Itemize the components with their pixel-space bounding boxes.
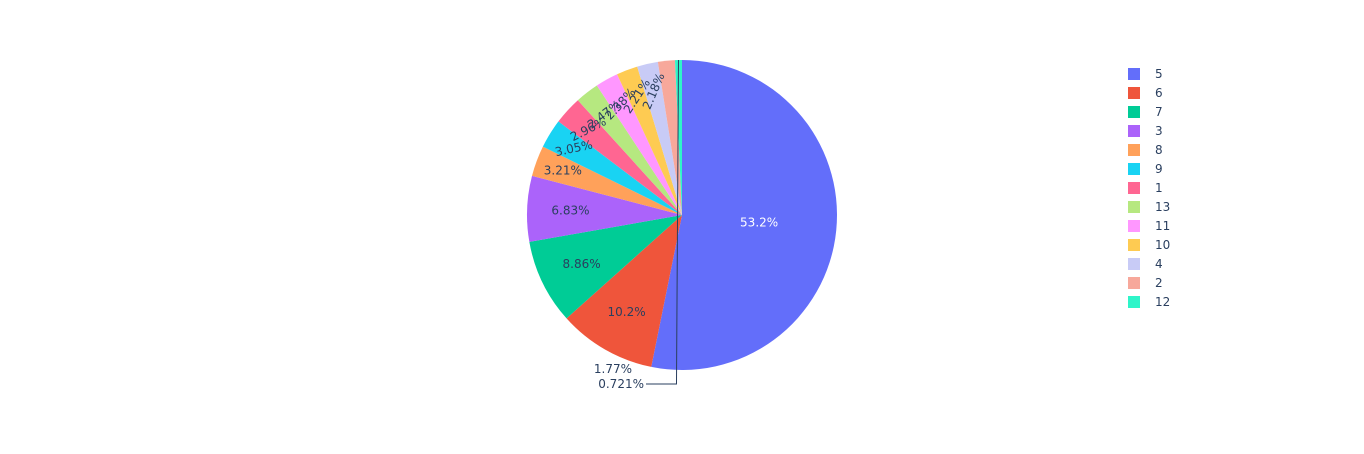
legend-item-2[interactable]: 2 <box>1128 276 1163 290</box>
legend-item-10[interactable]: 10 <box>1128 238 1170 252</box>
legend-item-3[interactable]: 3 <box>1128 124 1163 138</box>
pie-labels: 53.2%10.2%8.86%6.83%3.21%3.05%2.96%2.47%… <box>544 60 778 391</box>
legend-label-8: 8 <box>1155 143 1163 157</box>
legend-swatch-1 <box>1128 182 1140 194</box>
legend-swatch-6 <box>1128 87 1140 99</box>
legend-label-1: 1 <box>1155 181 1163 195</box>
slice-label-3: 6.83% <box>551 203 589 217</box>
legend-label-10: 10 <box>1155 238 1170 252</box>
pie-slice-13[interactable] <box>577 85 682 215</box>
legend-label-7: 7 <box>1155 105 1163 119</box>
slice-label-7: 8.86% <box>563 257 601 271</box>
legend-label-6: 6 <box>1155 86 1163 100</box>
pie-slice-10[interactable] <box>617 66 682 216</box>
legend-label-12: 12 <box>1155 295 1170 309</box>
pie-slice-5[interactable] <box>651 60 837 370</box>
legend-swatch-13 <box>1128 201 1140 213</box>
pie-slice-3[interactable] <box>527 175 682 242</box>
legend-swatch-3 <box>1128 125 1140 137</box>
legend-swatch-4 <box>1128 258 1140 270</box>
pie-slice-2[interactable] <box>657 60 682 216</box>
slice-label-2: 1.77% <box>594 362 632 376</box>
legend-item-9[interactable]: 9 <box>1128 162 1163 176</box>
legend-label-3: 3 <box>1155 124 1163 138</box>
legend-swatch-5 <box>1128 68 1140 80</box>
legend-swatch-9 <box>1128 163 1140 175</box>
legend-item-5[interactable]: 5 <box>1128 67 1163 81</box>
legend-swatch-11 <box>1128 220 1140 232</box>
legend-item-12[interactable]: 12 <box>1128 295 1170 309</box>
slice-label-6: 10.2% <box>607 305 645 319</box>
legend-item-8[interactable]: 8 <box>1128 143 1163 157</box>
legend-label-4: 4 <box>1155 257 1163 271</box>
pie-slice-8[interactable] <box>532 146 682 215</box>
legend-label-11: 11 <box>1155 219 1170 233</box>
legend-swatch-10 <box>1128 239 1140 251</box>
legend[interactable]: 5 6 7 3 8 9 1 13 11 10 4 2 12 <box>1128 67 1170 309</box>
legend-swatch-8 <box>1128 144 1140 156</box>
legend-label-9: 9 <box>1155 162 1163 176</box>
pie-slice-9[interactable] <box>542 121 682 215</box>
pie-slices <box>527 60 837 370</box>
legend-swatch-12 <box>1128 296 1140 308</box>
pie-slice-4[interactable] <box>637 61 682 216</box>
pie-slice-7[interactable] <box>529 215 682 319</box>
slice-label-12: 0.721% <box>598 377 644 391</box>
legend-item-13[interactable]: 13 <box>1128 200 1170 214</box>
legend-swatch-7 <box>1128 106 1140 118</box>
slice-leader-line-12 <box>646 60 679 385</box>
legend-label-5: 5 <box>1155 67 1163 81</box>
legend-item-6[interactable]: 6 <box>1128 86 1163 100</box>
legend-item-11[interactable]: 11 <box>1128 219 1170 233</box>
legend-swatch-2 <box>1128 277 1140 289</box>
legend-label-2: 2 <box>1155 276 1163 290</box>
legend-item-4[interactable]: 4 <box>1128 257 1163 271</box>
pie-slice-11[interactable] <box>596 74 682 215</box>
slice-label-8: 3.21% <box>544 164 582 178</box>
pie-slice-1[interactable] <box>558 100 682 215</box>
legend-item-1[interactable]: 1 <box>1128 181 1163 195</box>
legend-item-7[interactable]: 7 <box>1128 105 1163 119</box>
pie-slice-6[interactable] <box>566 215 682 367</box>
slice-label-5: 53.2% <box>740 216 778 230</box>
legend-label-13: 13 <box>1155 200 1170 214</box>
